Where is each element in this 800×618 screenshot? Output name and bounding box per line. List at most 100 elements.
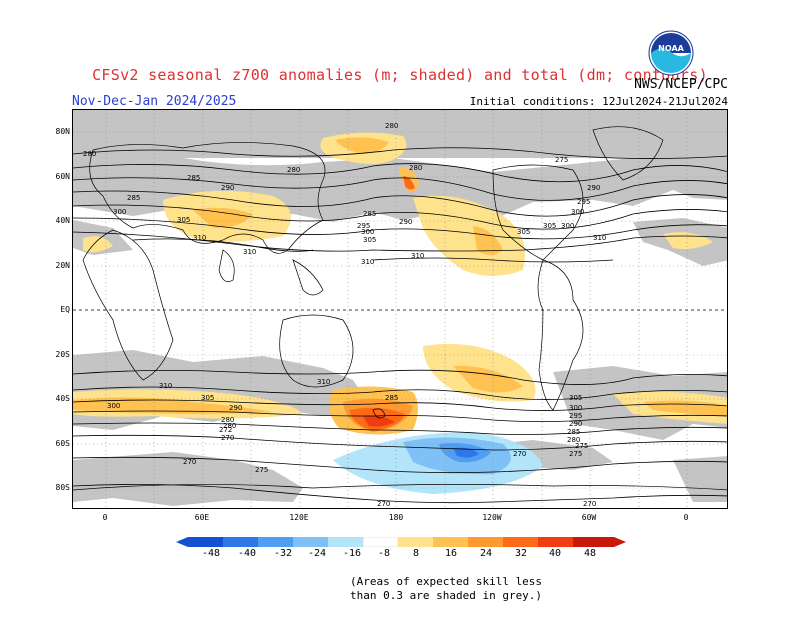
colorbar-label: -8 <box>377 548 391 559</box>
contour-label: 290 <box>587 184 600 192</box>
contour-label: 310 <box>411 252 424 260</box>
colorbar-label: 24 <box>479 548 493 559</box>
colorbar-label: -32 <box>273 548 293 559</box>
contour-label: 290 <box>229 404 242 412</box>
colorbar-label: 32 <box>514 548 528 559</box>
lat-label: 20N <box>55 261 70 270</box>
colorbar-label: 16 <box>444 548 458 559</box>
skill-note-line1: (Areas of expected skill less <box>350 575 543 588</box>
coastlines <box>73 126 727 491</box>
contour-label: 310 <box>193 234 206 242</box>
anom-pos <box>363 415 395 427</box>
contour-label: 295 <box>569 412 582 420</box>
colorbar-label: 8 <box>412 548 420 559</box>
contour-label: 295 <box>357 222 370 230</box>
lon-label: 180 <box>388 513 404 522</box>
anom-pos <box>193 207 253 228</box>
colorbar-swatch <box>362 537 399 547</box>
contour-label: 280 <box>409 164 422 172</box>
colorbar-labels: -48 -40 -32 -24 -16 -8 8 16 24 32 40 48 <box>0 548 800 560</box>
colorbar-label: -48 <box>201 548 221 559</box>
colorbar-swatch <box>538 537 573 547</box>
map-svg: 280 280 275 280 290 285 285 300 305 310 … <box>73 110 727 508</box>
contour-label: 305 <box>201 394 214 402</box>
logo-text: NOAA <box>658 44 684 53</box>
contour-labels: 280 280 275 280 290 285 285 300 305 310 … <box>83 122 606 508</box>
lon-label: 120W <box>482 513 502 522</box>
contour-label: 280 <box>223 422 236 430</box>
skill-note: (Areas of expected skill less than 0.3 a… <box>350 575 542 603</box>
contour-label: 290 <box>221 184 234 192</box>
colorbar-swatch <box>293 537 328 547</box>
skill-note-line2: than 0.3 are shaded in grey.) <box>350 589 543 602</box>
contour-label: 275 <box>575 442 588 450</box>
contour-label: 300 <box>569 404 582 412</box>
contour-label: 285 <box>187 174 200 182</box>
contour-label: 290 <box>569 420 582 428</box>
colorbar-swatch <box>468 537 503 547</box>
colorbar <box>176 537 626 547</box>
contour-label: 305 <box>177 216 190 224</box>
contour-label: 275 <box>569 450 582 458</box>
lon-label: 120E <box>289 513 309 522</box>
contour-label: 300 <box>107 402 120 410</box>
lon-label: 0 <box>683 513 689 522</box>
contour-label: 290 <box>399 218 412 226</box>
contour-label: 300 <box>571 208 584 216</box>
anom-pos <box>73 397 273 414</box>
lat-label: 80S <box>55 483 70 492</box>
contour-label: 280 <box>385 122 398 130</box>
lat-label: EQ <box>60 305 70 314</box>
initial-conditions-label: Initial conditions: 12Jul2024-21Jul2024 <box>469 95 728 108</box>
anom-pos <box>413 195 525 276</box>
colorbar-swatch <box>188 537 223 547</box>
negative-anomalies <box>333 432 543 494</box>
lat-label: 20S <box>55 350 70 359</box>
colorbar-swatch <box>433 537 468 547</box>
contour-label: 310 <box>593 234 606 242</box>
contour-label: 310 <box>317 378 330 386</box>
lon-label: 0 <box>102 513 108 522</box>
lat-label: 40S <box>55 394 70 403</box>
chart-title: CFSv2 seasonal z700 anomalies (m; shaded… <box>92 66 708 84</box>
contour-label: 270 <box>513 450 526 458</box>
lat-label: 60N <box>55 172 70 181</box>
contour-label: 275 <box>255 466 268 474</box>
contour-label: 270 <box>583 500 596 508</box>
contour-label: 285 <box>385 394 398 402</box>
contour-label: 305 <box>363 236 376 244</box>
mask-antarctic-west <box>73 452 303 506</box>
contour-label: 305 <box>543 222 556 230</box>
contour-label: 295 <box>577 198 590 206</box>
colorbar-swatch <box>258 537 293 547</box>
contour-label: 275 <box>555 156 568 164</box>
anom-pos <box>403 176 415 190</box>
contour-label: 300 <box>561 222 574 230</box>
contour-label: 305 <box>569 394 582 402</box>
colorbar-arrow-left <box>176 537 188 547</box>
colorbar-label: -24 <box>307 548 327 559</box>
contour-label: 285 <box>363 210 376 218</box>
contour-label: 300 <box>113 208 126 216</box>
organization-label: NWS/NCEP/CPC <box>634 77 728 92</box>
colorbar-swatch <box>573 537 614 547</box>
anom-pos <box>473 226 503 255</box>
map-panel: 280 280 275 280 290 285 285 300 305 310 … <box>72 109 728 509</box>
contour-label: 285 <box>567 428 580 436</box>
lat-label: 60S <box>55 439 70 448</box>
colorbar-label: -16 <box>342 548 362 559</box>
mask-antarctic-east <box>673 456 727 502</box>
contour-label: 270 <box>221 434 234 442</box>
colorbar-swatch <box>223 537 258 547</box>
contour-label: 280 <box>221 416 234 424</box>
lat-label: 40N <box>55 216 70 225</box>
contour-label: 270 <box>377 500 390 508</box>
noaa-logo: NOAA <box>648 30 694 76</box>
height-contours <box>73 147 727 504</box>
contour-label: 300 <box>361 228 374 236</box>
colorbar-swatch <box>503 537 538 547</box>
colorbar-swatch <box>328 537 363 547</box>
colorbar-arrow-right <box>614 537 626 547</box>
contour-label: 285 <box>127 194 140 202</box>
lat-label: 80N <box>55 127 70 136</box>
